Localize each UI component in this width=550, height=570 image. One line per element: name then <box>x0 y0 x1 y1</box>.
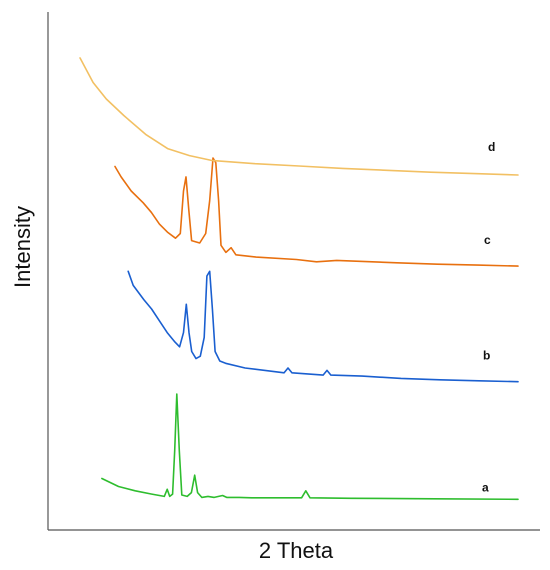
series-a-line <box>101 393 519 501</box>
series-c-label: c <box>484 233 491 247</box>
series-layer <box>79 57 519 501</box>
series-d-line <box>79 57 519 176</box>
x-axis-label: 2 Theta <box>259 538 334 563</box>
series-a-label: a <box>482 480 489 494</box>
series-b-label: b <box>483 349 490 363</box>
series-label-layer: a b c d <box>482 140 495 494</box>
series-d-label: d <box>488 140 495 154</box>
y-axis-label: Intensity <box>10 206 35 288</box>
series-c-line <box>114 157 519 267</box>
series-b-line <box>127 270 519 383</box>
